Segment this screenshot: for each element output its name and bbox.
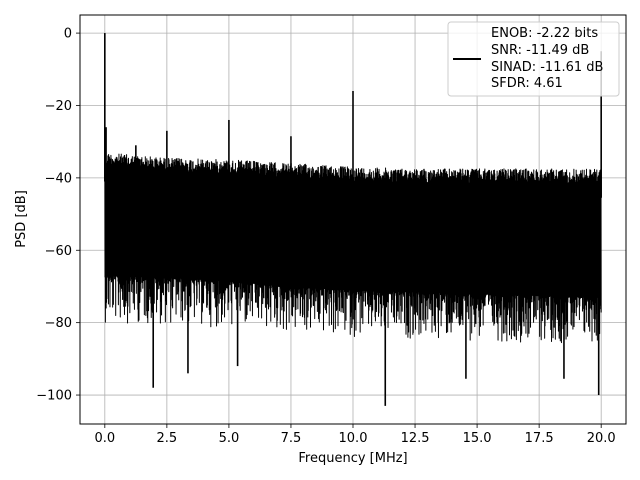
- legend-entry-sfdr: SFDR: 4.61: [491, 76, 563, 91]
- x-tick-label: 12.5: [401, 431, 430, 446]
- legend-entry-sinad: SINAD: -11.61 dB: [491, 60, 603, 75]
- legend: ENOB: -2.22 bits SNR: -11.49 dB SINAD: -…: [447, 21, 620, 97]
- legend-entry-snr: SNR: -11.49 dB: [491, 43, 589, 58]
- y-tick-label: −60: [45, 244, 72, 259]
- x-tick-label: 2.5: [157, 431, 178, 446]
- y-tick-label: −100: [36, 389, 72, 404]
- legend-entry-enob: ENOB: -2.22 bits: [491, 26, 598, 41]
- noise-trace: [104, 33, 602, 344]
- x-tick-label: 10.0: [339, 431, 368, 446]
- x-tick-label: 15.0: [463, 431, 492, 446]
- y-tick-label: −20: [45, 99, 72, 114]
- x-tick-label: 7.5: [281, 431, 302, 446]
- x-tick-label: 0.0: [94, 431, 115, 446]
- x-axis-label: Frequency [MHz]: [298, 451, 407, 466]
- y-axis-ticks: 0 −20 −40 −60 −80 −100: [36, 27, 80, 404]
- y-tick-label: −80: [45, 316, 72, 331]
- x-tick-label: 17.5: [525, 431, 554, 446]
- psd-series: [104, 33, 602, 406]
- legend-box: [447, 21, 620, 97]
- y-tick-label: 0: [64, 27, 72, 42]
- y-tick-label: −40: [45, 171, 72, 186]
- x-axis-ticks: 0.0 2.5 5.0 7.5 10.0 12.5 15.0 17.5 20.0: [94, 424, 616, 446]
- x-tick-label: 5.0: [219, 431, 240, 446]
- x-tick-label: 20.0: [587, 431, 616, 446]
- y-axis-label: PSD [dB]: [14, 190, 29, 248]
